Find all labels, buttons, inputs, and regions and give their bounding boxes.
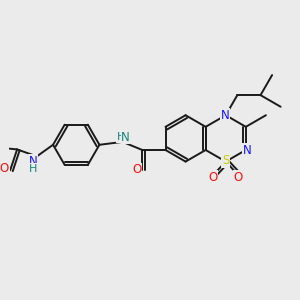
Text: N: N: [242, 143, 251, 157]
Text: H: H: [116, 132, 125, 142]
Text: N: N: [220, 109, 229, 122]
Text: H: H: [29, 164, 37, 174]
Text: O: O: [132, 163, 141, 176]
Text: S: S: [222, 154, 230, 167]
Text: O: O: [208, 170, 218, 184]
Text: N: N: [121, 130, 130, 144]
Text: O: O: [234, 170, 243, 184]
Text: O: O: [0, 162, 9, 175]
Text: N: N: [28, 155, 37, 168]
